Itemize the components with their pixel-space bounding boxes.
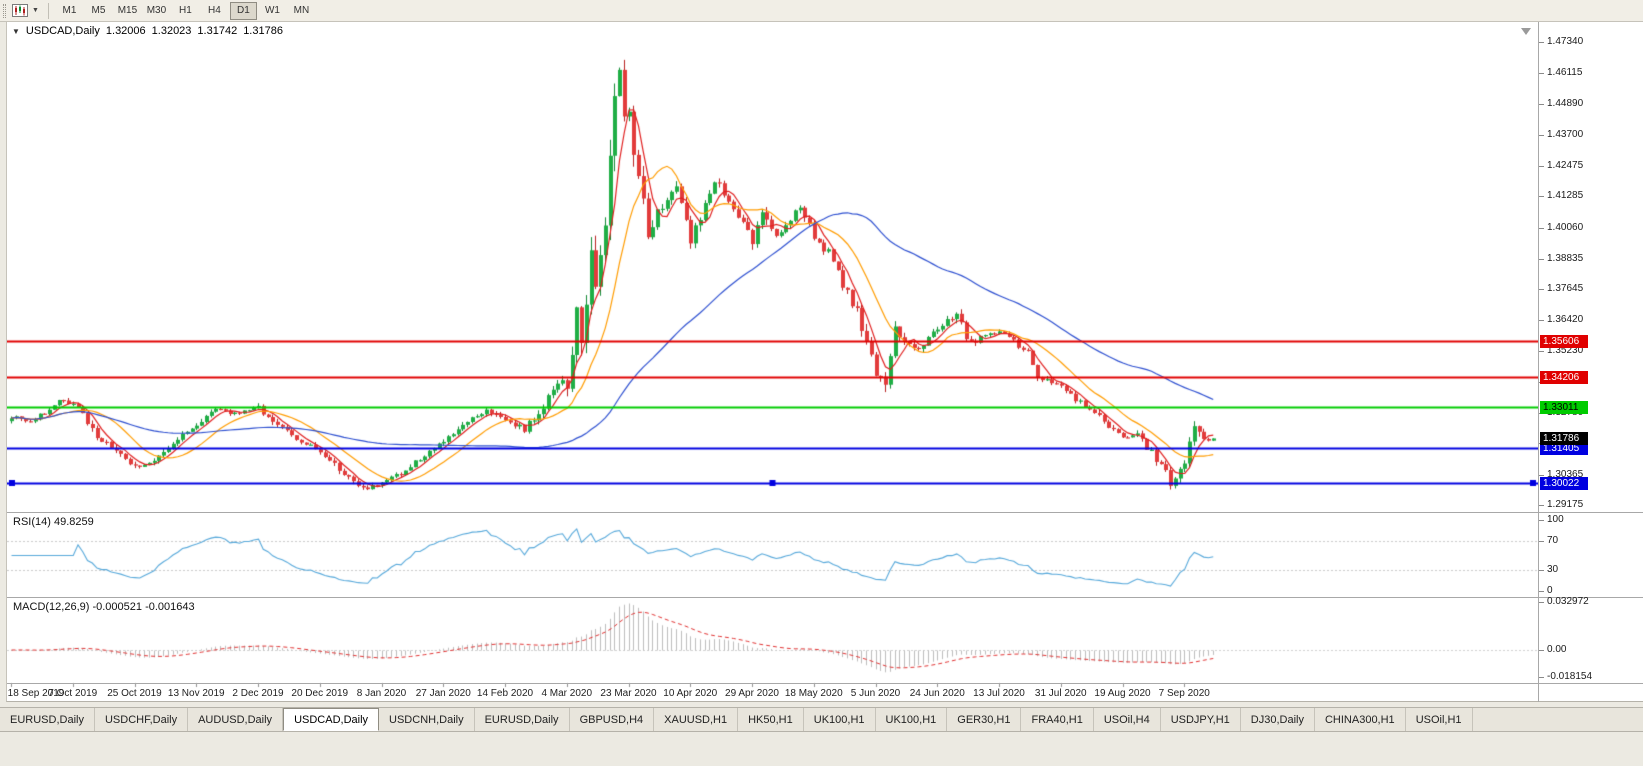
date-axis-label: 23 Mar 2020 xyxy=(600,688,657,699)
price-axis: 1.47340 1.46115 1.44890 1.43700 1.42475 1.412… xyxy=(1538,22,1643,702)
macd-axis-label: 0.032972 xyxy=(1539,595,1589,607)
date-axis-label: 31 Jul 2020 xyxy=(1034,688,1087,699)
chart-tab-usoil-h4[interactable]: USOil,H4 xyxy=(1094,708,1161,731)
date-axis: 18 Sep 2019 7 Oct 2019 25 Oct 2019 13 Nov 2… xyxy=(7,683,1538,702)
price-axis-label: 1.40060 xyxy=(1538,221,1584,233)
timeframe-button-m5[interactable]: M5 xyxy=(91,4,106,16)
date-axis-label: 7 Oct 2019 xyxy=(48,688,98,699)
timeframe-bar: M1 M5 M15 M30 H1 H4 D1 W1 MN xyxy=(55,1,316,20)
rsi-axis-label: 70 xyxy=(1538,535,1559,547)
chart-tab-hk50-h1[interactable]: HK50,H1 xyxy=(738,708,804,731)
pane-separator xyxy=(7,683,1643,684)
date-axis-label: 27 Jan 2020 xyxy=(415,688,471,699)
price-axis-label: 1.41285 xyxy=(1538,190,1584,202)
date-axis-label: 10 Apr 2020 xyxy=(663,688,718,699)
date-axis-label: 19 Aug 2020 xyxy=(1094,688,1151,699)
chart-tab-dj30-daily[interactable]: DJ30,Daily xyxy=(1241,708,1315,731)
ohlc-high: 1.32023 xyxy=(151,25,192,37)
price-axis-label: 1.36420 xyxy=(1538,314,1584,326)
pane-separator[interactable] xyxy=(7,597,1643,598)
chart-shift-icon[interactable] xyxy=(1521,28,1531,35)
date-axis-label: 8 Jan 2020 xyxy=(356,688,407,699)
date-axis-label: 29 Apr 2020 xyxy=(725,688,779,699)
date-axis-label: 4 Mar 2020 xyxy=(541,688,593,699)
status-bar xyxy=(0,733,1643,766)
date-axis-label: 5 Jun 2020 xyxy=(850,688,901,699)
hline-price-badge: 1.33011 xyxy=(1540,401,1588,415)
one-click-dropdown-icon[interactable]: ▼ xyxy=(12,26,20,36)
date-axis-label: 7 Sep 2020 xyxy=(1158,688,1210,699)
date-axis-label: 18 Sep 2019 xyxy=(7,688,65,699)
date-axis-label: 20 Dec 2019 xyxy=(291,688,349,699)
rsi-axis-label: 30 xyxy=(1538,563,1559,575)
chart-tab-usoil-h1[interactable]: USOil,H1 xyxy=(1406,708,1473,731)
price-axis-separator xyxy=(1538,22,1539,702)
ohlc-open: 1.32006 xyxy=(105,25,146,37)
price-axis-label: 1.35230 xyxy=(1538,344,1584,356)
timeframe-button-w1[interactable]: W1 xyxy=(264,4,280,16)
timeframe-button-m1[interactable]: M1 xyxy=(62,4,77,16)
price-axis-label: 1.30365 xyxy=(1538,468,1584,480)
timeframe-button-mn[interactable]: MN xyxy=(293,4,310,16)
chart-title-overlay: ▼ USDCAD,Daily 1.32006 1.32023 1.31742 1… xyxy=(12,25,283,37)
macd-label: MACD(12,26,9) -0.000521 -0.001643 xyxy=(13,601,195,613)
chart-tab-audusd-daily[interactable]: AUDUSD,Daily xyxy=(188,708,284,731)
date-axis-label: 2 Dec 2019 xyxy=(232,688,284,699)
chart-tab-eurusd-daily[interactable]: EURUSD,Daily xyxy=(0,708,95,731)
price-axis-label: 1.29175 xyxy=(1538,499,1584,510)
price-axis-label: 1.42475 xyxy=(1538,160,1584,171)
chart-tabs-bar: EURUSD,Daily USDCHF,Daily AUDUSD,Daily USDC… xyxy=(0,707,1643,732)
ohlc-low: 1.31742 xyxy=(197,25,238,37)
chart-tab-fra40-h1[interactable]: FRA40,H1 xyxy=(1021,708,1094,731)
charts-icon[interactable] xyxy=(12,4,28,17)
ohlc-close: 1.31786 xyxy=(243,25,283,37)
date-axis-label: 13 Jul 2020 xyxy=(973,688,1025,699)
chart-tab-eurusd-daily[interactable]: EURUSD,Daily xyxy=(475,708,570,731)
charts-dropdown-caret-icon[interactable]: ▼ xyxy=(32,7,39,14)
date-axis-label: 25 Oct 2019 xyxy=(107,688,162,699)
macd-axis-label: -0.018154 xyxy=(1538,670,1593,682)
price-axis-label: 1.46115 xyxy=(1538,67,1583,79)
toolbar-separator xyxy=(47,2,49,19)
timeframe-button-m30[interactable]: M30 xyxy=(146,4,167,16)
chart-tab-uk100-h1[interactable]: UK100,H1 xyxy=(876,708,948,731)
symbol-title: USDCAD,Daily xyxy=(25,25,100,37)
hline-price-badge: 1.35606 xyxy=(1540,335,1588,349)
chart-tab-usdcad-daily[interactable]: USDCAD,Daily xyxy=(283,708,380,731)
hline-price-badge: 1.30022 xyxy=(1540,477,1588,491)
chart-tab-usdcnh-daily[interactable]: USDCNH,Daily xyxy=(379,708,475,731)
chart-tab-china300-h1[interactable]: CHINA300,H1 xyxy=(1315,708,1406,731)
chart-tab-uk100-h1[interactable]: UK100,H1 xyxy=(804,708,876,731)
chart-tab-xauusd-h1[interactable]: XAUUSD,H1 xyxy=(654,708,739,731)
timeframe-button-d1[interactable]: D1 xyxy=(229,1,257,20)
chart-canvas[interactable] xyxy=(7,22,1538,702)
timeframe-button-m15[interactable]: M15 xyxy=(117,4,138,16)
rsi-axis-label: 0 xyxy=(1539,585,1553,596)
price-axis-label: 1.47340 xyxy=(1538,36,1584,47)
chart-tab-usdjpy-h1[interactable]: USDJPY,H1 xyxy=(1161,708,1241,731)
price-axis-label: 1.37645 xyxy=(1538,283,1584,295)
last-price-badge: 1.31786 xyxy=(1540,432,1588,446)
top-toolbar: ▼ M1 M5 M15 M30 H1 H4 D1 W1 MN xyxy=(0,0,1643,22)
timeframe-button-h1[interactable]: H1 xyxy=(179,4,192,16)
price-axis-label: 1.43700 xyxy=(1538,128,1584,140)
date-axis-label: 18 May 2020 xyxy=(784,688,843,699)
hline-price-badge: 1.34206 xyxy=(1540,370,1588,384)
chart-tab-usdchf-daily[interactable]: USDCHF,Daily xyxy=(95,708,189,731)
toolbar-grip[interactable] xyxy=(3,3,6,18)
chart-tab-ger30-h1[interactable]: GER30,H1 xyxy=(947,708,1022,731)
chart-window: ▼ USDCAD,Daily 1.32006 1.32023 1.31742 1… xyxy=(6,22,1643,702)
rsi-label: RSI(14) 49.8259 xyxy=(13,516,94,528)
date-axis-label: 24 Jun 2020 xyxy=(909,688,965,699)
price-axis-label: 1.44890 xyxy=(1538,98,1584,110)
date-axis-label: 13 Nov 2019 xyxy=(167,688,225,699)
timeframe-button-h4[interactable]: H4 xyxy=(208,4,221,16)
date-axis-label: 14 Feb 2020 xyxy=(476,688,534,699)
rsi-axis-label: 100 xyxy=(1539,514,1564,525)
chart-tab-gbpusd-h4[interactable]: GBPUSD,H4 xyxy=(570,708,655,731)
price-axis-label: 1.38835 xyxy=(1538,252,1584,264)
pane-separator[interactable] xyxy=(7,512,1643,513)
macd-axis-label: 0.00 xyxy=(1538,644,1567,655)
